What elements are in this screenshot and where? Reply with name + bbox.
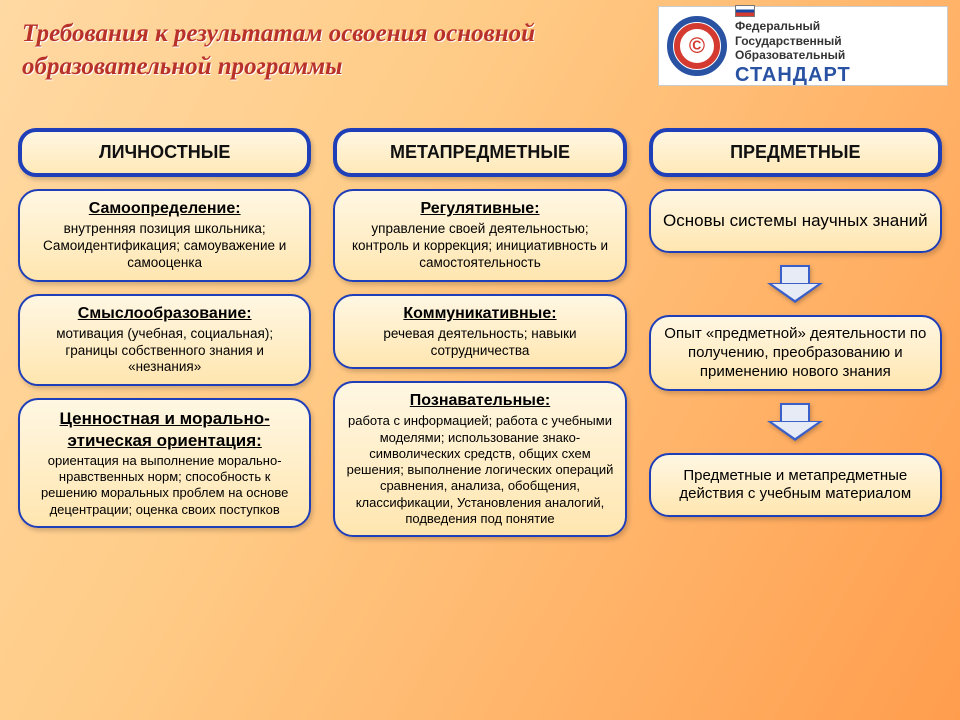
fgos-logo: © Федеральный Государственный Образовате… [658,6,948,86]
logo-line3: Образовательный [735,48,851,62]
logo-mark-icon: © [667,16,727,76]
arrow-down-icon [767,265,823,303]
page-title: Требования к результатам освоения основн… [22,18,582,83]
box-experience: Опыт «предметной» деятельности по получе… [649,315,942,391]
box-cognitive-header: Познавательные: [345,391,614,411]
box-regulatory: Регулятивные: управление своей деятельно… [333,189,626,282]
box-ethics-header: Ценностная и морально-этическая ориентац… [30,408,299,451]
column-personal: ЛИЧНОСТНЫЕ Самоопределение: внутренняя п… [18,128,311,537]
box-cognitive-text: работа с информацией; работа с учебными … [347,413,614,526]
box-self-definition-text: внутренняя позиция школьника; Самоиденти… [43,221,286,270]
box-ethics: Ценностная и морально-этическая ориентац… [18,398,311,528]
box-meaning: Смыслообразование: мотивация (учебная, с… [18,294,311,387]
box-communicative-text: речевая деятельность; навыки сотрудничес… [383,326,576,358]
box-experience-text: Опыт «предметной» деятельности по получе… [661,325,930,381]
logo-line2: Государственный [735,34,851,48]
column-meta: МЕТАПРЕДМЕТНЫЕ Регулятивные: управление … [333,128,626,537]
logo-line1: Федеральный [735,19,851,33]
box-meaning-header: Смыслообразование: [30,304,299,324]
logo-standard: СТАНДАРТ [735,63,851,87]
box-regulatory-text: управление своей деятельностью; контроль… [352,221,608,270]
logo-mark-glyph: © [689,33,705,59]
arrow-down-icon [767,403,823,441]
box-meaning-text: мотивация (учебная, социальная); границы… [56,326,273,375]
header-meta: МЕТАПРЕДМЕТНЫЕ [333,128,626,177]
header-subject: ПРЕДМЕТНЫЕ [649,128,942,177]
box-self-definition-header: Самоопределение: [30,199,299,219]
box-ethics-text: ориентация на выполнение морально-нравст… [41,453,288,517]
box-actions-text: Предметные и метапредметные действия с у… [661,467,930,505]
logo-text: Федеральный Государственный Образователь… [735,5,851,86]
box-communicative: Коммуникативные: речевая деятельность; н… [333,294,626,370]
russia-flag-icon [735,5,755,17]
header-personal: ЛИЧНОСТНЫЕ [18,128,311,177]
box-knowledge-basis-text: Основы системы научных знаний [663,210,928,231]
column-subject: ПРЕДМЕТНЫЕ Основы системы научных знаний… [649,128,942,537]
box-self-definition: Самоопределение: внутренняя позиция школ… [18,189,311,282]
box-knowledge-basis: Основы системы научных знаний [649,189,942,253]
box-cognitive: Познавательные: работа с информацией; ра… [333,381,626,537]
box-regulatory-header: Регулятивные: [345,199,614,219]
box-communicative-header: Коммуникативные: [345,304,614,324]
columns-container: ЛИЧНОСТНЫЕ Самоопределение: внутренняя п… [18,128,942,537]
box-actions: Предметные и метапредметные действия с у… [649,453,942,517]
